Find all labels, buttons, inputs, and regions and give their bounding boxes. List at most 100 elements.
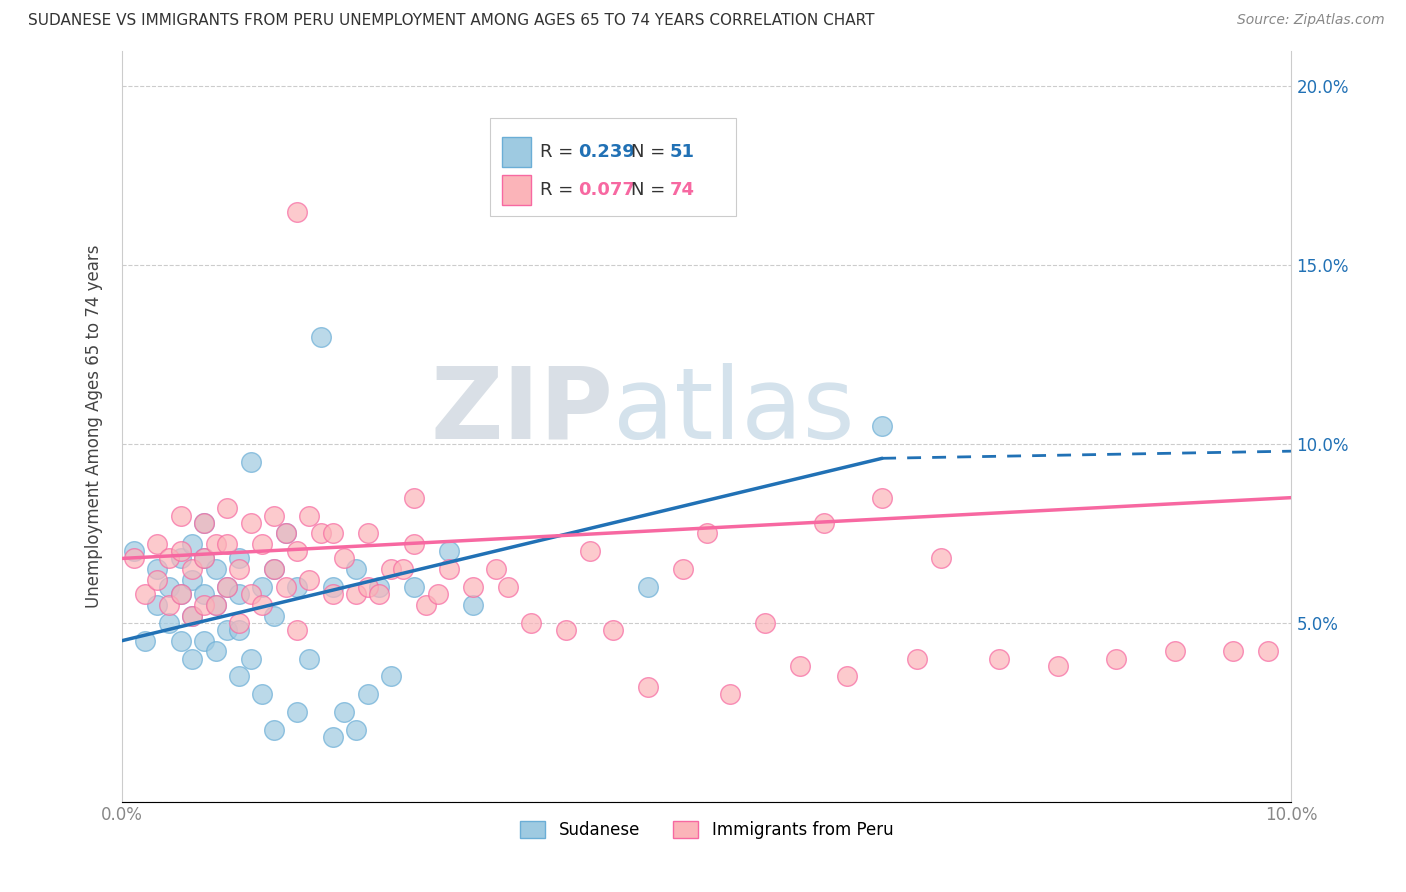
Point (555, 623, 578, 637)
Point (252, 580, 274, 594)
Point (380, 669, 402, 683)
Point (696, 526, 718, 541)
Point (356, 687, 378, 701)
Text: N =: N = (631, 180, 671, 199)
Point (322, 580, 344, 594)
Point (157, 551, 180, 566)
Point (322, 526, 344, 541)
Text: 51: 51 (669, 143, 695, 161)
Point (439, 562, 461, 576)
Point (204, 598, 226, 612)
Point (287, 580, 309, 594)
Point (298, 508, 321, 523)
Point (485, 562, 508, 576)
Point (157, 580, 180, 594)
Point (870, 491, 893, 505)
Point (239, 587, 262, 601)
Point (1046, 658, 1069, 673)
Point (181, 573, 204, 587)
Point (204, 644, 226, 658)
Point (1105, 651, 1128, 665)
Point (322, 587, 344, 601)
Point (204, 562, 226, 576)
Point (122, 551, 145, 566)
Point (169, 587, 191, 601)
Point (1257, 644, 1279, 658)
Point (193, 633, 215, 648)
Point (905, 651, 928, 665)
Point (157, 615, 180, 630)
Point (122, 544, 145, 558)
Bar (491, 119, 735, 216)
Point (146, 562, 169, 576)
Text: 74: 74 (669, 180, 695, 199)
Point (193, 516, 215, 530)
Point (263, 508, 285, 523)
Point (1222, 644, 1244, 658)
Point (404, 491, 426, 505)
Point (228, 615, 250, 630)
Point (204, 537, 226, 551)
Point (578, 544, 600, 558)
Point (193, 598, 215, 612)
Point (672, 562, 695, 576)
Point (356, 580, 378, 594)
Point (754, 615, 776, 630)
Point (239, 516, 262, 530)
Point (835, 669, 858, 683)
Point (298, 651, 321, 665)
Point (439, 544, 461, 558)
Point (988, 651, 1011, 665)
Point (309, 330, 332, 344)
Point (520, 615, 543, 630)
Point (287, 705, 309, 719)
Point (228, 669, 250, 683)
Text: R =: R = (540, 143, 578, 161)
Point (298, 573, 321, 587)
Point (217, 501, 239, 516)
Point (181, 608, 204, 623)
Point (391, 562, 413, 576)
Text: ZIP: ZIP (430, 363, 613, 459)
Point (274, 526, 297, 541)
Point (204, 598, 226, 612)
Point (929, 551, 952, 566)
Text: 0.077: 0.077 (578, 180, 636, 199)
Point (181, 537, 204, 551)
Point (193, 516, 215, 530)
Point (263, 723, 285, 737)
Point (287, 544, 309, 558)
Point (426, 587, 449, 601)
Point (368, 580, 391, 594)
Point (870, 419, 893, 434)
Point (181, 562, 204, 576)
Point (146, 598, 169, 612)
Legend: Sudanese, Immigrants from Peru: Sudanese, Immigrants from Peru (513, 814, 900, 846)
Text: atlas: atlas (613, 363, 855, 459)
Point (415, 598, 437, 612)
Point (274, 526, 297, 541)
Point (252, 598, 274, 612)
Point (602, 623, 624, 637)
Point (157, 598, 180, 612)
Point (193, 551, 215, 566)
Point (789, 658, 811, 673)
Text: 0.239: 0.239 (578, 143, 636, 161)
Point (333, 551, 356, 566)
Point (322, 730, 344, 744)
Point (1163, 644, 1185, 658)
Point (333, 705, 356, 719)
Point (252, 537, 274, 551)
Point (380, 562, 402, 576)
Point (496, 580, 519, 594)
Point (263, 562, 285, 576)
Point (344, 587, 367, 601)
Point (718, 687, 741, 701)
Point (169, 544, 191, 558)
Point (404, 537, 426, 551)
Point (344, 723, 367, 737)
Point (193, 587, 215, 601)
Point (193, 551, 215, 566)
Point (217, 580, 239, 594)
Point (169, 587, 191, 601)
